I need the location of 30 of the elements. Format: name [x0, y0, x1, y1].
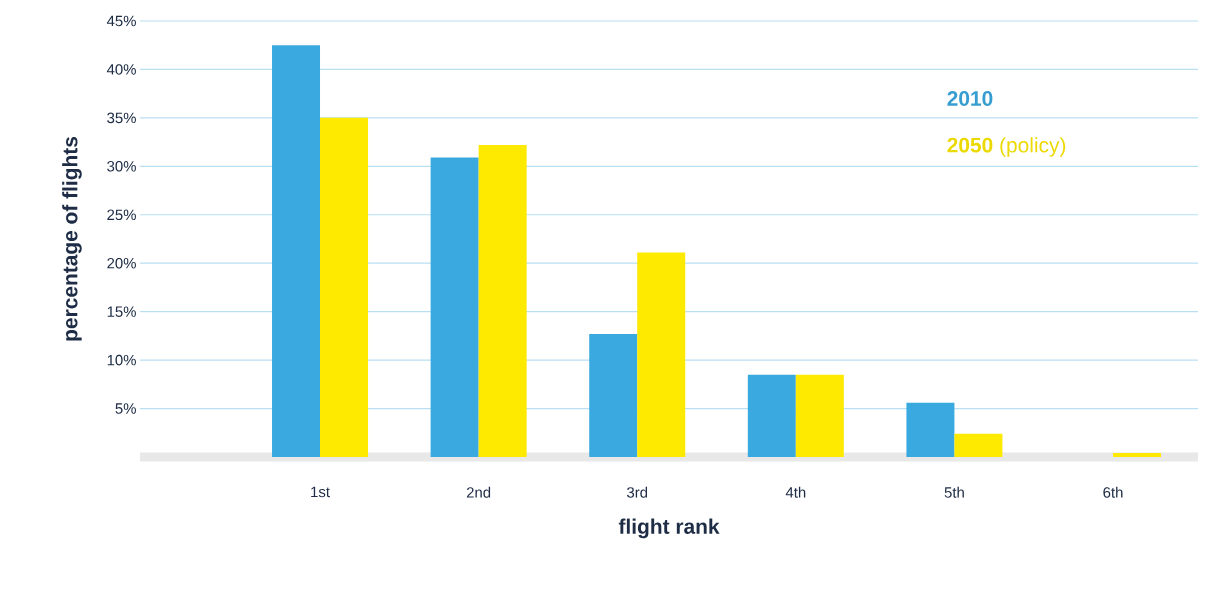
bar — [430, 157, 479, 457]
bar — [320, 117, 369, 457]
y-tick-label: 25% — [107, 209, 136, 221]
y-tick-label: 35% — [107, 112, 136, 124]
bar — [906, 402, 955, 457]
text: 2010 — [947, 91, 993, 106]
bar — [954, 433, 1003, 457]
x-tick-label: 3rd — [626, 486, 648, 498]
text: 2050 (policy) — [947, 137, 1066, 157]
bar — [1113, 453, 1162, 457]
y-tick-label: 5% — [115, 403, 136, 414]
x-axis-title: flight rank — [618, 518, 720, 539]
bar — [478, 145, 527, 457]
x-tick-label: 6th — [1103, 486, 1123, 498]
y-axis-title: percentage of flights — [62, 136, 82, 341]
y-tick-label: 15% — [107, 306, 136, 317]
y-tick-label: 45% — [106, 15, 136, 27]
bar — [747, 374, 796, 457]
y-tick-label: 30% — [107, 161, 136, 172]
y-tick-label: 40% — [106, 64, 136, 75]
x-tick-label: 1st — [311, 486, 330, 498]
bar — [272, 45, 321, 457]
x-tick-label: 2nd — [466, 486, 491, 498]
bar — [589, 333, 638, 457]
x-tick-label: 4th — [785, 486, 806, 498]
bar — [795, 374, 844, 457]
y-tick-label: 20% — [107, 257, 136, 269]
bar — [637, 252, 686, 457]
y-tick-label: 10% — [107, 354, 136, 366]
x-tick-label: 5th — [944, 486, 964, 498]
